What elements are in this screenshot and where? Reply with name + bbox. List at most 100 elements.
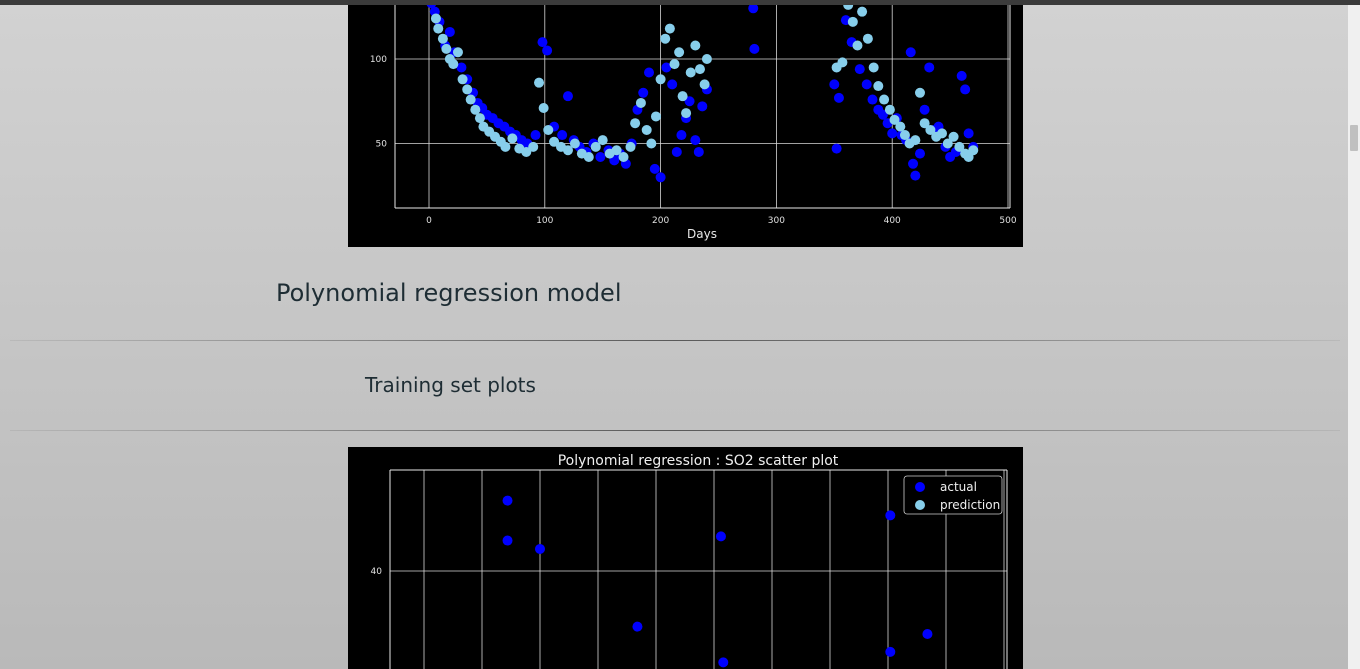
data-point-prediction (868, 62, 879, 73)
data-point-prediction (630, 118, 641, 129)
data-point-prediction (701, 54, 712, 64)
y-tick-label: 40 (371, 567, 383, 577)
data-point-prediction (968, 145, 979, 156)
data-point-prediction (884, 104, 895, 115)
data-point-prediction (521, 146, 532, 157)
data-point-prediction (847, 16, 858, 27)
data-point-prediction (948, 131, 959, 142)
data-point-prediction (583, 152, 594, 163)
data-point-prediction (879, 94, 890, 105)
data-point-prediction (474, 113, 485, 124)
data-point-prediction (430, 13, 441, 24)
data-point-prediction (625, 141, 636, 152)
data-point-actual (867, 94, 878, 105)
data-point-prediction (549, 136, 560, 147)
legend-label-prediction: prediction (940, 498, 1000, 512)
data-point-actual (557, 130, 568, 141)
data-point-actual (456, 62, 467, 73)
chart-legend: actual prediction (903, 475, 1003, 515)
data-point-prediction (677, 91, 688, 102)
data-point-prediction (899, 130, 910, 141)
data-point-prediction (457, 74, 468, 85)
data-point-actual (833, 92, 844, 103)
page-scrollbar[interactable] (1348, 5, 1360, 669)
legend-box (903, 475, 1003, 515)
scrollbar-thumb[interactable] (1350, 125, 1358, 151)
data-point-actual (877, 109, 888, 120)
data-point-prediction (470, 104, 481, 115)
data-point-prediction (895, 121, 906, 132)
data-point-actual (885, 646, 896, 657)
data-point-prediction (919, 118, 930, 129)
data-point-actual (748, 5, 759, 14)
data-point-actual (963, 128, 974, 139)
data-point-actual (535, 543, 545, 554)
data-point-actual (671, 146, 682, 157)
data-point-actual (684, 96, 695, 107)
so2-scatter-plot-svg: Polynomial regression : SO2 scatter plot… (371, 453, 1008, 669)
data-point-prediction (646, 138, 657, 149)
data-point-prediction (669, 59, 680, 70)
data-point-actual (693, 146, 704, 157)
data-point-actual (530, 130, 541, 141)
section-title: Training set plots (365, 373, 536, 397)
data-point-prediction (441, 43, 452, 54)
data-point-prediction (852, 40, 863, 51)
data-point-actual (718, 657, 729, 668)
data-point-prediction (664, 23, 675, 34)
data-point-prediction (857, 6, 868, 17)
data-point-prediction (936, 128, 947, 139)
data-point-actual (919, 104, 930, 115)
x-tick-label: 400 (884, 216, 901, 226)
data-point-actual (910, 170, 921, 181)
data-point-actual (829, 79, 840, 90)
data-point-prediction (694, 64, 705, 75)
data-point-prediction (433, 23, 444, 34)
data-point-actual (861, 79, 872, 90)
data-point-prediction (914, 87, 925, 98)
data-point-actual (644, 67, 655, 78)
data-point-prediction (699, 79, 710, 90)
data-point-actual (690, 135, 701, 146)
data-point-actual (562, 91, 573, 102)
chart-title: Polynomial regression : SO2 scatter plot (558, 453, 839, 469)
data-point-prediction (641, 124, 652, 135)
legend-label-actual: actual (940, 480, 977, 494)
data-point-prediction (862, 33, 873, 44)
data-point-prediction (837, 57, 848, 68)
data-point-actual (667, 79, 678, 90)
data-point-actual (749, 43, 760, 54)
data-point-prediction (462, 84, 473, 95)
days-scatter-plot: 0 100 200 300 400 500 50 100 Days (348, 5, 1023, 247)
data-point-actual (595, 152, 606, 163)
data-point-prediction (925, 124, 936, 135)
data-point-actual (649, 163, 660, 174)
divider-top (10, 340, 1340, 341)
so2-scatter-plot: Polynomial regression : SO2 scatter plot… (348, 447, 1023, 669)
data-point-actual (676, 130, 687, 141)
data-point-prediction (650, 111, 661, 122)
data-point-actual (542, 45, 553, 56)
data-point-actual (922, 629, 933, 639)
data-point-prediction (534, 77, 545, 88)
data-point-prediction (538, 103, 549, 114)
data-point-prediction (889, 114, 900, 125)
data-point-actual (960, 84, 971, 95)
data-point-actual (956, 70, 967, 81)
legend-marker-actual (915, 482, 925, 492)
x-tick-label: 200 (652, 216, 669, 226)
data-point-actual (661, 62, 672, 73)
data-point-prediction (507, 133, 518, 144)
data-point-prediction (528, 141, 539, 152)
data-point-actual (854, 64, 865, 75)
data-point-prediction (448, 59, 459, 70)
y-tick-label: 50 (376, 140, 388, 150)
data-point-actual (537, 37, 548, 48)
data-point-prediction (618, 152, 629, 163)
data-point-actual (655, 172, 666, 183)
data-point-prediction (597, 135, 608, 146)
data-point-prediction (500, 141, 511, 152)
data-point-prediction (543, 124, 554, 135)
x-tick-label: 500 (999, 216, 1016, 226)
data-point-prediction (685, 67, 696, 78)
